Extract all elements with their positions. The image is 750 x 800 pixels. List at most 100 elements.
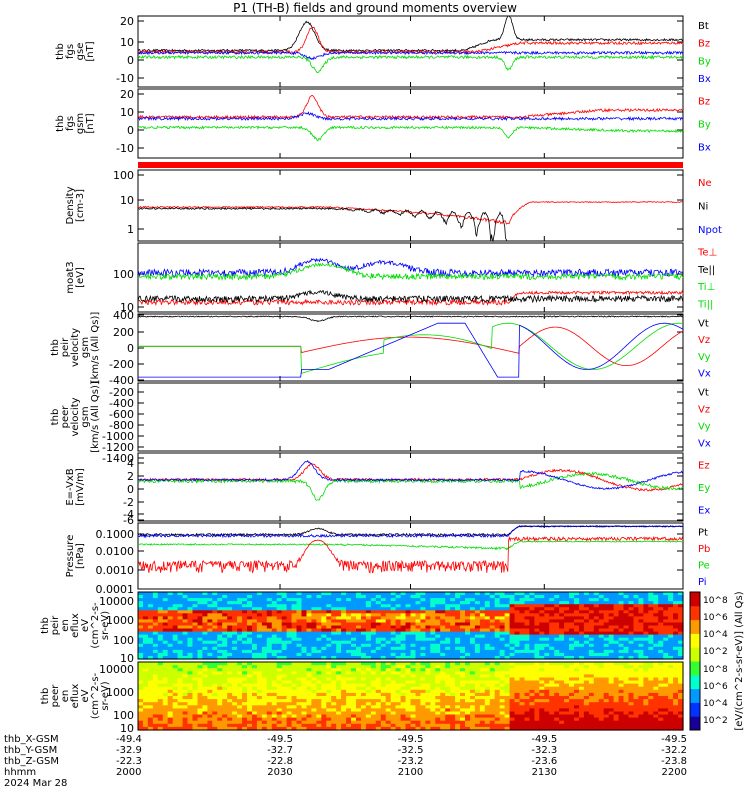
spectrogram-cell [648, 610, 654, 614]
spectrogram-cell [633, 714, 640, 719]
spectrogram-cell [658, 595, 664, 599]
spectrogram-cell [603, 692, 610, 697]
spectrogram-cell [470, 631, 476, 636]
spectrogram-cell [341, 643, 347, 648]
spectrogram-cell [162, 699, 169, 703]
spectrogram-cell [603, 652, 610, 657]
spectrogram-cell [321, 656, 327, 660]
spectrogram-cell [351, 625, 357, 630]
spectrogram-cell [529, 652, 535, 657]
spectrogram-cell [583, 634, 590, 639]
spectrogram-cell [484, 708, 491, 713]
spectrogram-cell [157, 699, 164, 703]
spectrogram-cell [271, 607, 278, 611]
y-axis-label: eflux [70, 613, 81, 638]
spectrogram-cell [564, 622, 570, 627]
spectrogram-cell [182, 652, 189, 657]
spectrogram-cell [370, 674, 377, 679]
spectrogram-cell [247, 640, 253, 645]
spectrogram-cell [356, 622, 362, 627]
spectrogram-cell [474, 720, 481, 725]
spectrogram-cell [420, 699, 426, 703]
spectrogram-cell [138, 625, 144, 630]
spectrogram-cell [465, 625, 471, 630]
y-tick-label: -1000 [102, 430, 134, 443]
spectrogram-cell [524, 723, 531, 728]
spectrogram-cell [296, 616, 303, 620]
spectrogram-cell [138, 631, 144, 636]
spectrogram-cell [162, 607, 169, 611]
spectrogram-cell [266, 662, 273, 666]
spectrogram-cell [499, 595, 506, 599]
spectrogram-cell [494, 720, 501, 725]
spectrogram-cell [271, 726, 278, 731]
spectrogram-cell [450, 640, 456, 645]
spectrogram-cell [375, 622, 382, 627]
spectrogram-cell [252, 671, 258, 675]
spectrogram-cell [668, 604, 674, 608]
spectrogram-cell [341, 720, 347, 725]
spectrogram-cell [356, 665, 362, 669]
spectrogram-cell [252, 598, 258, 602]
spectrogram-cell [306, 652, 313, 657]
spectrogram-cell [673, 619, 679, 623]
y-axis-label: thb [40, 617, 51, 634]
spectrogram-cell [420, 692, 426, 697]
spectrogram-cell [390, 699, 397, 703]
spectrogram-cell [286, 610, 293, 614]
spectrogram-cell [588, 711, 595, 716]
spectrogram-cell [549, 631, 555, 636]
spectrogram-cell [147, 686, 154, 691]
spectrogram-cell [504, 607, 511, 611]
spectrogram-cell [425, 689, 431, 694]
spectrogram-cell [157, 619, 164, 623]
spectrogram-cell [286, 631, 293, 636]
spectrogram-cell [534, 610, 540, 614]
spectrogram-cell [593, 652, 600, 657]
spectrogram-cell [514, 723, 521, 728]
spectrogram-cell [534, 692, 540, 697]
spectrogram-cell [187, 723, 194, 728]
spectrogram-cell [157, 646, 164, 651]
spectrogram-cell [569, 671, 575, 675]
series-line [137, 15, 684, 53]
spectrogram-cell [222, 631, 228, 636]
spectrogram-cell [445, 619, 451, 623]
spectrogram-cell [410, 668, 417, 672]
spectrogram-cell [147, 711, 154, 716]
spectrogram-cell [167, 646, 174, 651]
spectrogram-cell [539, 595, 545, 599]
spectrogram-cell [450, 702, 456, 706]
spectrogram-cell [579, 720, 585, 725]
spectrogram-cell [489, 656, 496, 660]
spectrogram-cell [212, 625, 218, 630]
spectrogram-cell [316, 628, 322, 633]
spectrogram-cell [559, 625, 565, 630]
spectrogram-cell [271, 598, 278, 602]
spectrogram-cell [316, 616, 322, 620]
spectrogram-cell [514, 680, 521, 685]
spectrogram-cell [296, 662, 303, 666]
spectrogram-cell [514, 656, 521, 660]
spectrogram-cell [321, 723, 327, 728]
spectrogram-cell [167, 699, 174, 703]
spectrogram-cell [450, 683, 456, 688]
spectrogram-cell [291, 692, 298, 697]
spectrogram-cell [286, 616, 293, 620]
spectrogram-cell [474, 613, 481, 617]
spectrogram-cell [479, 595, 486, 599]
spectrogram-cell [450, 598, 456, 602]
spectrogram-cell [583, 622, 590, 627]
spectrogram-cell [539, 696, 545, 700]
spectrogram-cell [593, 622, 600, 627]
spectrogram-cell [138, 696, 144, 700]
spectrogram-cell [143, 656, 149, 660]
spectrogram-cell [217, 643, 223, 648]
spectrogram-cell [385, 692, 392, 697]
spectrogram-cell [628, 649, 635, 654]
spectrogram-cell [593, 640, 600, 645]
spectrogram-cell [286, 619, 293, 623]
spectrogram-cell [653, 628, 659, 633]
spectrogram-cell [172, 702, 179, 706]
spectrogram-cell [598, 652, 605, 657]
